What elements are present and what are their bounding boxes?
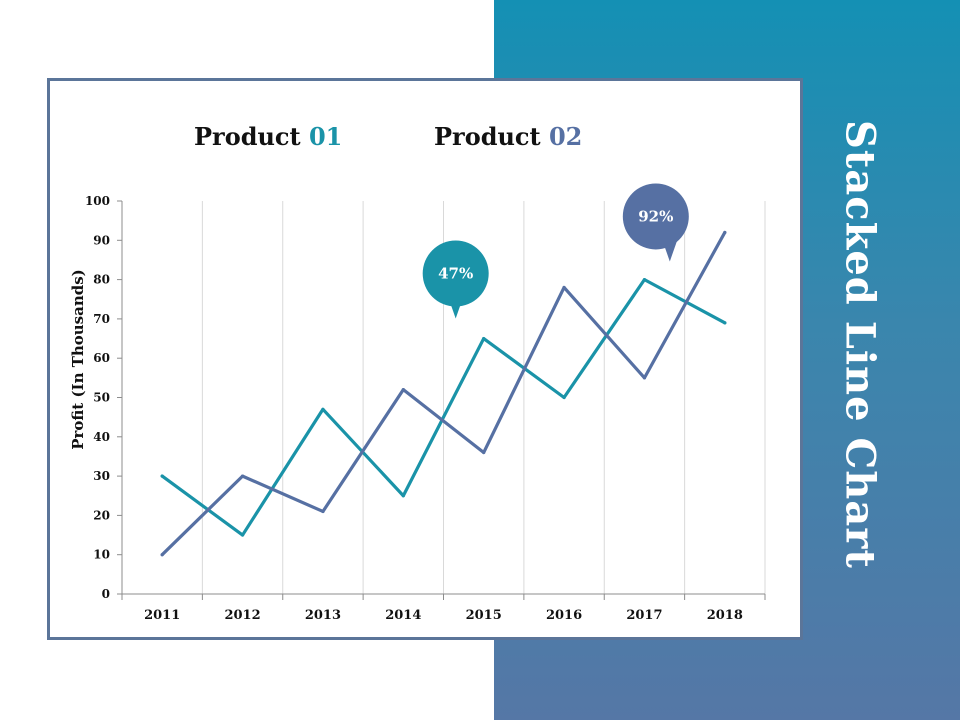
data-point — [321, 509, 325, 514]
x-tick-label: 2012 — [224, 608, 260, 623]
data-point — [401, 494, 405, 498]
y-axis-label: Profit (In Thousands) — [69, 269, 87, 450]
y-tick-label: 60 — [93, 351, 110, 365]
y-tick-label: 80 — [93, 273, 110, 287]
series-line-2 — [160, 230, 727, 557]
series-line-1 — [160, 278, 727, 537]
callout-pointer — [662, 241, 677, 262]
y-tick-label: 70 — [93, 312, 110, 326]
legend-number: 02 — [548, 122, 583, 151]
callout-label: 47% — [438, 265, 473, 283]
data-point — [482, 336, 486, 341]
data-point — [723, 230, 727, 235]
legend-number: 01 — [308, 122, 343, 151]
data-point — [723, 321, 727, 325]
data-point — [642, 278, 647, 282]
x-tick-label: 2018 — [707, 608, 743, 623]
legend-label: Product — [194, 122, 309, 151]
y-tick-label: 90 — [93, 233, 110, 247]
callout-label: 92% — [638, 207, 673, 225]
data-point — [321, 407, 325, 411]
legend-product-01: Product 01 — [194, 122, 342, 151]
page-title-container: Stacked Line Chart — [800, 120, 920, 600]
data-point — [240, 474, 245, 478]
data-point — [562, 395, 566, 400]
x-tick-label: 2014 — [385, 608, 421, 623]
data-point — [562, 285, 566, 290]
y-tick-label: 100 — [85, 194, 110, 208]
y-tick-label: 40 — [93, 430, 110, 444]
data-point — [240, 533, 245, 537]
callout-bubble — [422, 240, 489, 307]
callout-bubble — [622, 183, 689, 250]
callout-pointer — [448, 298, 463, 319]
y-tick-label: 0 — [102, 587, 110, 601]
y-tick-label: 30 — [93, 469, 110, 483]
data-point — [642, 376, 647, 380]
x-tick-label: 2013 — [305, 608, 341, 623]
page-title: Stacked Line Chart — [836, 120, 884, 569]
data-point — [160, 553, 164, 557]
legend-product-02: Product 02 — [434, 122, 582, 151]
x-tick-label: 2011 — [144, 608, 180, 623]
x-tick-label: 2017 — [626, 608, 662, 623]
x-tick-label: 2016 — [546, 608, 582, 623]
data-point — [160, 474, 164, 478]
x-tick-label: 2015 — [466, 608, 502, 623]
y-tick-label: 10 — [93, 548, 110, 562]
y-tick-label: 50 — [93, 391, 110, 405]
y-tick-label: 20 — [93, 508, 110, 522]
data-point — [401, 388, 405, 392]
data-point — [482, 450, 486, 455]
legend-label: Product — [434, 122, 549, 151]
